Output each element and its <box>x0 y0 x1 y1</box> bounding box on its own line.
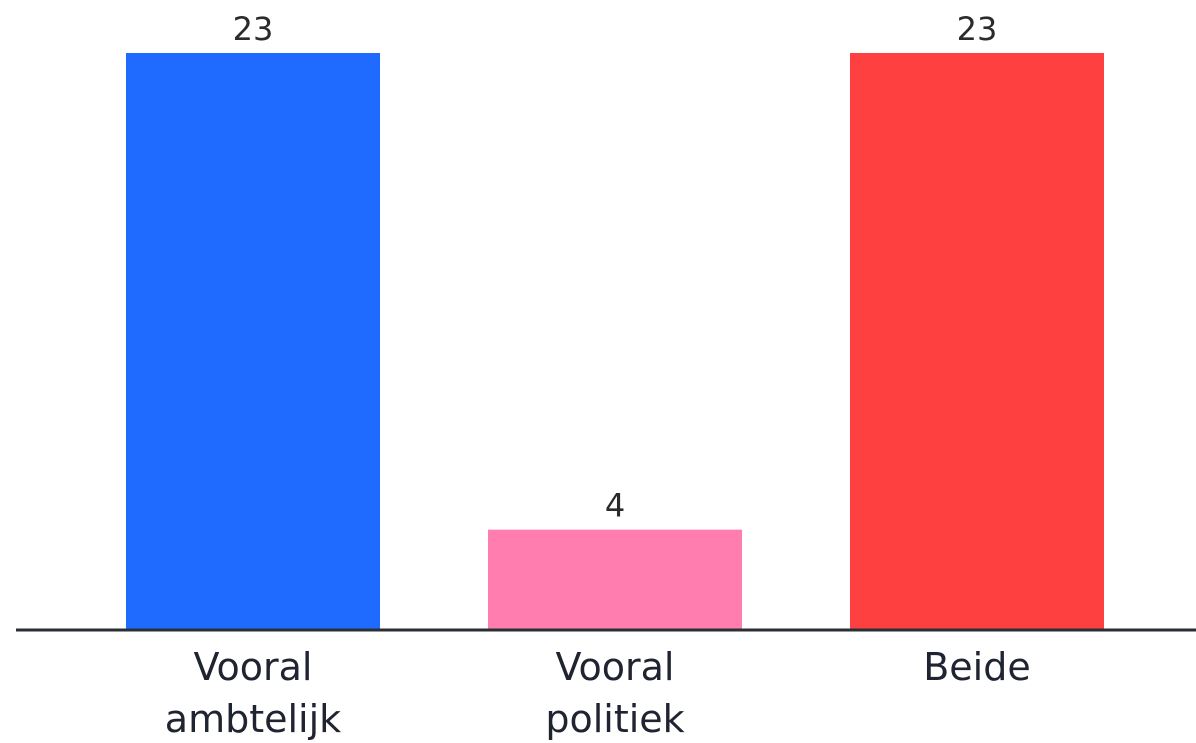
bars-layer <box>126 53 1104 630</box>
category-label-1-line-0: Vooral <box>555 645 674 689</box>
bar-2 <box>850 53 1104 630</box>
bar-0 <box>126 53 380 630</box>
category-label-1-line-1: politiek <box>545 697 684 741</box>
category-label-0-line-0: Vooral <box>193 645 312 689</box>
value-labels-layer: 23 4 23 <box>233 10 998 525</box>
value-label-1: 4 <box>605 487 625 525</box>
category-label-0-line-1: ambtelijk <box>165 697 341 741</box>
value-label-2: 23 <box>957 10 998 48</box>
bar-1 <box>488 529 742 630</box>
category-labels-layer: Vooral ambtelijk Vooral politiek Beide <box>165 645 1031 741</box>
category-label-2-line-0: Beide <box>923 645 1031 689</box>
value-label-0: 23 <box>233 10 274 48</box>
